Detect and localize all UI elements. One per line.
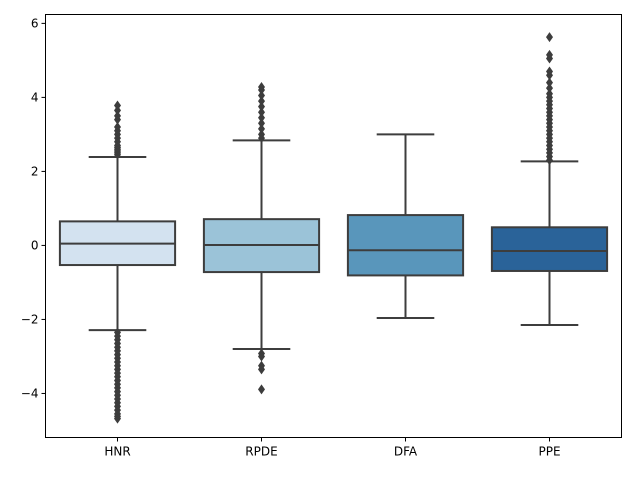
outlier-point xyxy=(258,384,265,395)
outlier-point xyxy=(258,96,265,107)
y-tick-label: 2 xyxy=(31,164,39,178)
boxes xyxy=(58,32,609,424)
x-tick-label: RPDE xyxy=(245,445,277,459)
outlier-point xyxy=(546,88,553,99)
plot-frame xyxy=(45,14,622,438)
outlier-point xyxy=(258,82,265,93)
outlier-point xyxy=(546,32,553,43)
box-hnr xyxy=(58,100,177,424)
outlier-point xyxy=(258,112,265,123)
y-tick-label: 4 xyxy=(31,90,39,104)
x-axis: HNR RPDE DFA PPE xyxy=(104,437,561,459)
outlier-point xyxy=(258,90,265,101)
iqr-box xyxy=(490,226,609,272)
outlier-point xyxy=(114,100,121,111)
outlier-point xyxy=(114,122,121,133)
y-tick-label: −4 xyxy=(21,386,39,400)
outlier-point xyxy=(546,49,553,60)
outlier-point xyxy=(258,101,265,112)
box-ppe xyxy=(490,32,609,326)
outlier-point xyxy=(546,77,553,88)
x-tick-label: PPE xyxy=(538,445,560,459)
iqr-box xyxy=(346,214,465,277)
outlier-point xyxy=(258,129,265,140)
x-tick-label: HNR xyxy=(104,445,130,459)
outlier-point xyxy=(114,110,121,121)
outlier-point xyxy=(258,123,265,134)
outlier-point xyxy=(546,83,553,94)
y-tick-label: 6 xyxy=(31,16,39,30)
y-tick-label: 0 xyxy=(31,238,39,252)
box-rpde xyxy=(202,82,321,395)
x-tick-label: DFA xyxy=(394,445,418,459)
outlier-point xyxy=(258,364,265,375)
outlier-point xyxy=(258,351,265,362)
y-axis: −4 −2 0 2 4 6 xyxy=(21,16,46,400)
outlier-point xyxy=(258,107,265,118)
outlier-point xyxy=(546,66,553,77)
outlier-point xyxy=(258,118,265,129)
y-tick-label: −2 xyxy=(21,312,39,326)
outlier-point xyxy=(114,413,121,424)
box-dfa xyxy=(346,133,465,319)
